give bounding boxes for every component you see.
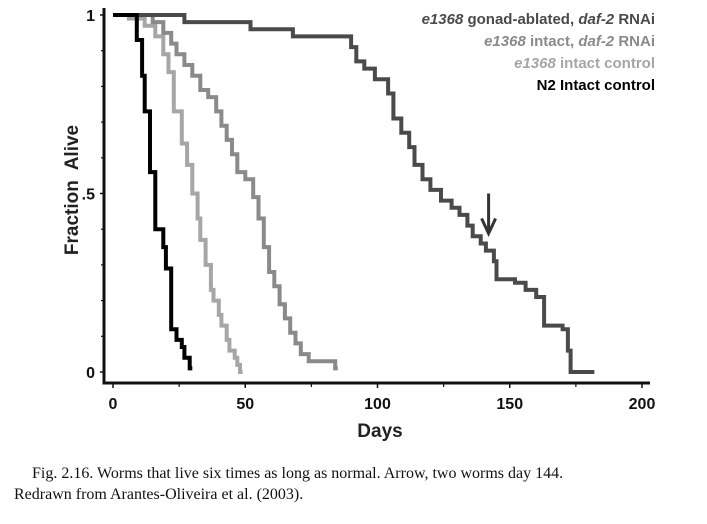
x-tick-label: 50 [236, 396, 254, 413]
axes: 0 50 100 150 200 0 .5 1 [82, 8, 656, 413]
legend-entry-2: e1368 intact control [514, 55, 655, 72]
x-tick-label: 200 [629, 396, 656, 413]
legend-entry-3: N2 Intact control [537, 77, 655, 94]
figure-caption: Fig. 2.16. Worms that live six times as … [14, 463, 694, 505]
caption-line-1: Fig. 2.16. Worms that live six times as … [32, 465, 564, 482]
survival-chart: 0 50 100 150 200 0 .5 1 e1368 gonad-ablated, da… [62, 8, 656, 442]
arrow-icon [480, 193, 497, 238]
annotations [480, 193, 497, 238]
legend: e1368 gonad-ablated, daf-2 RNAi e1368 int… [422, 11, 655, 94]
x-axis-title: Days [357, 421, 402, 442]
caption-line-2: Redrawn from Arantes-Oliveira et al. (20… [14, 486, 304, 503]
x-tick-label: 0 [109, 396, 118, 413]
y-tick-label: .5 [82, 187, 95, 204]
series-line-2 [113, 13, 243, 374]
series-line-0 [113, 13, 595, 374]
series-layer [113, 13, 595, 374]
legend-entry-0: e1368 gonad-ablated, daf-2 RNAi [422, 11, 655, 28]
legend-entry-1: e1368 intact, daf-2 RNAi [484, 33, 655, 50]
y-tick-label: 1 [86, 8, 95, 25]
series-line-1 [113, 13, 338, 371]
y-tick-label: 0 [86, 365, 95, 382]
series-line-3 [113, 13, 193, 371]
x-tick-label: 100 [364, 396, 391, 413]
y-axis-title: Fraction Alive [62, 125, 83, 255]
x-tick-label: 150 [496, 396, 523, 413]
